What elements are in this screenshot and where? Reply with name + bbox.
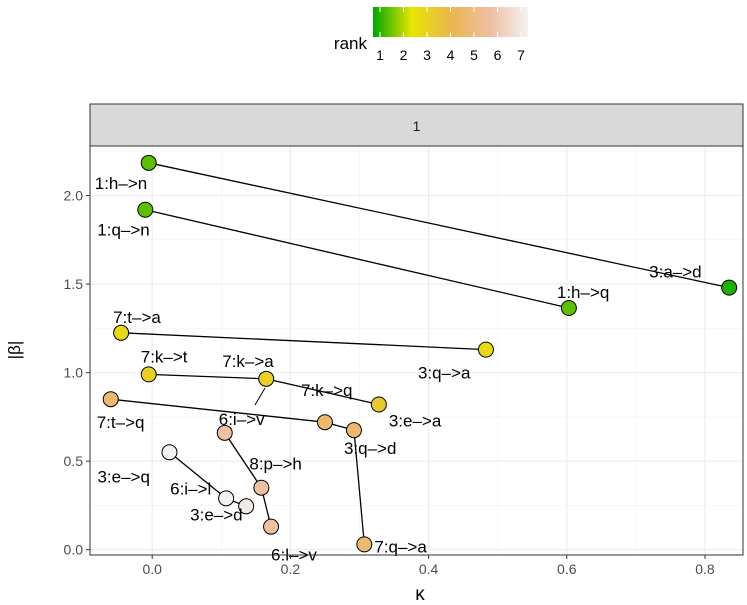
point-label: 7:q–>a [374,537,427,556]
data-point [721,279,738,296]
point-label: 3:q–>d [344,439,396,458]
point-label: 3:e–>q [97,467,149,486]
plot-panel [90,146,743,555]
data-point [560,300,577,317]
y-tick-label: 0.0 [64,542,84,558]
legend-tick-label: 5 [470,47,478,63]
data-point [140,366,157,383]
data-point [356,536,373,553]
connector-line [121,332,486,351]
point-label: 7:t–>a [113,308,161,327]
point-label: 7:t–>q [97,413,145,432]
y-axis: 0.0 0.5 1.0 1.5 2.0 [64,188,90,558]
legend-title: rank [334,34,368,53]
point-label: 7:k–>q [301,381,353,400]
x-tick-label: 0.4 [419,561,439,577]
legend-tick-label: 7 [517,47,525,63]
connector-line [148,373,267,380]
data-point [216,424,233,441]
point-label: 7:k–>a [222,352,274,371]
x-axis: 0.0 0.2 0.4 0.6 0.8 [142,555,715,577]
x-tick-label: 0.0 [142,561,162,577]
data-point [316,414,333,431]
point-label: 3:q–>a [418,364,471,383]
connector-line [266,378,379,406]
y-tick-label: 2.0 [64,188,84,204]
facet-strip [89,103,744,147]
data-point [102,391,119,408]
y-tick-label: 1.5 [64,276,84,292]
data-point [370,396,387,413]
data-point [113,324,130,341]
connector-lines [110,162,730,545]
point-label: 3:e–>d [190,505,242,524]
facet-strip-label: 1 [413,118,421,134]
data-point [345,422,362,439]
connector-line [353,430,365,545]
y-tick-label: 0.5 [64,453,84,469]
data-point [477,341,494,358]
data-point [140,154,157,171]
data-points [102,154,738,553]
point-label: 1:h–>n [95,174,147,193]
grid [90,146,743,555]
plot-border [89,145,744,556]
connector-line [224,432,262,489]
point-label: 7:k–>t [141,347,188,366]
point-label: 8:p–>h [249,455,301,474]
data-point [161,444,178,461]
connector-line [145,209,570,309]
connector-line [110,398,326,423]
label-leaders [254,387,266,406]
point-labels: 1:h–>n 1:q–>n 1:h–>q 3:a–>d 7:t–>a 3:q–>a 7:k–… [95,174,702,565]
data-point [263,518,280,535]
data-point [137,201,154,218]
x-axis-title: κ [415,584,425,605]
legend-tick-label: 3 [423,47,431,63]
x-tick-label: 0.2 [281,561,301,577]
x-tick-label: 0.6 [557,561,577,577]
label-leader [254,387,266,406]
point-label: 1:q–>n [97,221,149,240]
connector-line [169,451,227,499]
x-tick-label: 0.8 [695,561,715,577]
point-label: 6:i–>l [170,479,211,498]
legend-tick-label: 2 [400,47,408,63]
point-label: 6:i–>v [219,410,265,429]
data-point [253,479,270,496]
y-tick-label: 1.0 [64,365,84,381]
point-label: 1:h–>q [557,283,609,302]
y-axis-title: |β| [5,341,24,360]
point-label: 3:a–>d [649,263,701,282]
data-point [238,498,255,515]
point-label: 3:e–>a [389,412,442,431]
legend-tick-label: 4 [447,47,455,63]
data-point [218,490,235,507]
connector-line [148,162,730,289]
legend-tick-label: 1 [376,47,384,63]
data-point [258,370,275,387]
legend-tick-label: 6 [494,47,502,63]
